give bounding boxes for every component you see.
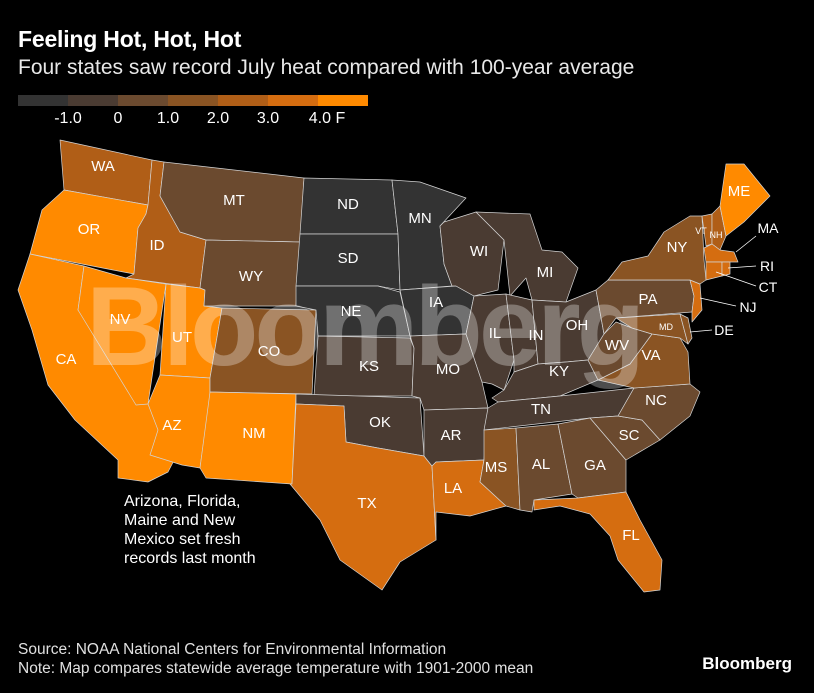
state-label: NV	[110, 311, 131, 328]
state-NE[interactable]	[295, 285, 411, 337]
state-NM[interactable]	[199, 391, 297, 485]
state-label: CA	[56, 351, 77, 368]
state-label: UT	[172, 329, 192, 346]
state-label: OH	[566, 317, 589, 334]
state-ME[interactable]	[719, 163, 771, 237]
legend-swatch	[318, 95, 368, 106]
state-DE[interactable]	[679, 313, 693, 345]
state-label: KY	[549, 363, 569, 380]
state-label: WI	[470, 243, 488, 260]
state-label: AZ	[162, 417, 181, 434]
state-label: LA	[444, 480, 462, 497]
state-label: IN	[529, 327, 544, 344]
state-SD[interactable]	[295, 233, 401, 291]
state-label: KS	[359, 358, 379, 375]
state-label: MD	[659, 322, 673, 332]
annotation-line: Mexico set fresh	[124, 531, 241, 548]
method-note: Note: Map compares statewide average tem…	[18, 660, 534, 677]
legend-swatch	[268, 95, 318, 106]
state-TX[interactable]	[289, 403, 437, 591]
state-label: NE	[341, 303, 362, 320]
legend-swatch	[118, 95, 168, 106]
state-label: MS	[485, 459, 508, 476]
state-label: SD	[338, 250, 359, 267]
legend-label: 3.0	[256, 110, 280, 127]
legend-swatch	[168, 95, 218, 106]
legend-labels: -1.0 0 1.0 2.0 3.0 4.0 F	[0, 110, 400, 132]
state-FL[interactable]	[533, 491, 663, 593]
records-annotation: Arizona, Florida, Maine and New Mexico s…	[124, 492, 294, 568]
chart-title: Feeling Hot, Hot, Hot	[18, 26, 242, 52]
state-label: MA	[758, 220, 780, 236]
state-label: GA	[584, 457, 606, 474]
state-label: IA	[429, 294, 443, 311]
leader-line	[699, 297, 737, 307]
state-label: NY	[667, 239, 688, 256]
bloomberg-logo: Bloomberg	[702, 654, 792, 673]
state-label: MN	[408, 210, 431, 227]
state-label: NJ	[739, 299, 756, 315]
state-label: WY	[239, 268, 263, 285]
annotation-line: records last month	[124, 550, 256, 567]
legend-label: 1.0	[156, 110, 180, 127]
annotation-line: Maine and New	[124, 512, 236, 529]
state-NY[interactable]	[607, 215, 707, 285]
state-NH[interactable]	[711, 205, 727, 251]
state-label: VT	[695, 226, 707, 236]
annotation-line: Arizona, Florida,	[124, 493, 241, 510]
state-label: CO	[258, 343, 281, 360]
state-label: RI	[760, 258, 774, 274]
state-label: NH	[710, 230, 723, 240]
state-label: MT	[223, 192, 245, 209]
state-label: MO	[436, 361, 460, 378]
state-label: AL	[532, 456, 550, 473]
legend-swatch	[18, 95, 68, 106]
state-label: OR	[78, 221, 101, 238]
state-label: WA	[91, 158, 115, 175]
state-label: TX	[357, 495, 376, 512]
state-label: MI	[537, 264, 554, 281]
state-label: OK	[369, 414, 391, 431]
state-label: IL	[489, 325, 502, 342]
state-label: ND	[337, 196, 359, 213]
state-label: TN	[531, 401, 551, 418]
leader-line	[735, 235, 757, 253]
state-RI[interactable]	[721, 261, 731, 277]
state-label: SC	[619, 427, 640, 444]
legend-label: -1.0	[54, 110, 82, 127]
source-note: Source: NOAA National Centers for Enviro…	[18, 641, 447, 658]
chart-subtitle: Four states saw record July heat compare…	[18, 56, 635, 79]
leader-line	[727, 265, 757, 269]
state-label: PA	[639, 291, 658, 308]
leader-line	[689, 329, 713, 333]
legend-swatch	[218, 95, 268, 106]
legend-label: 2.0	[206, 110, 230, 127]
legend-label: 4.0 F	[308, 110, 346, 127]
state-label: FL	[622, 527, 640, 544]
state-label: ID	[150, 237, 165, 254]
state-label: DE	[714, 322, 733, 338]
state-CT[interactable]	[705, 261, 723, 281]
state-label: ME	[728, 183, 751, 200]
leader-line	[715, 271, 757, 287]
footer-notes: Source: NOAA National Centers for Enviro…	[18, 640, 533, 678]
legend-color-scale	[18, 95, 368, 106]
state-label: CT	[759, 279, 778, 295]
legend-label: 0	[113, 110, 123, 127]
state-label: AR	[441, 427, 462, 444]
legend-swatch	[68, 95, 118, 106]
state-label: NC	[645, 392, 667, 409]
state-label: WV	[605, 337, 629, 354]
state-label: VA	[642, 347, 661, 364]
state-label: NM	[242, 425, 265, 442]
